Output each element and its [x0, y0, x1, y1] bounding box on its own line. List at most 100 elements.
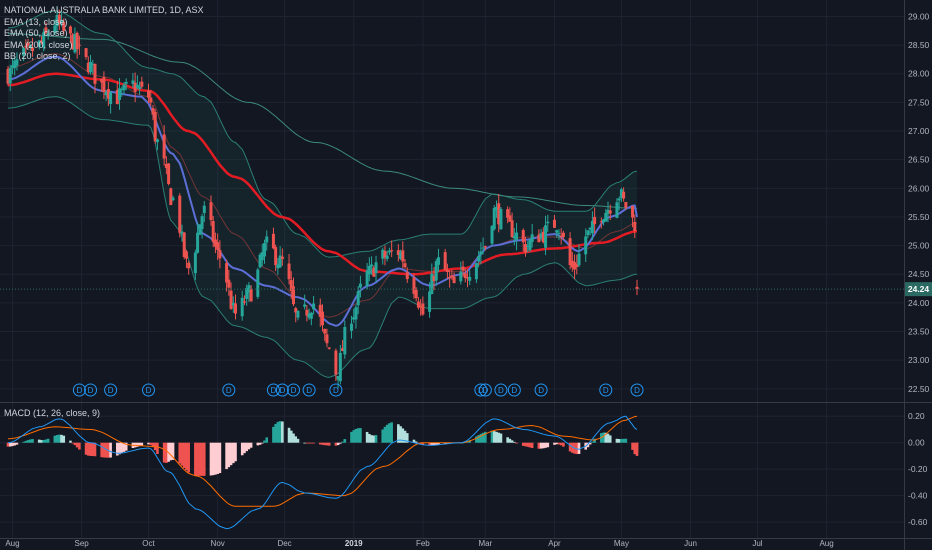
macd-pane[interactable] — [6, 415, 639, 530]
candle[interactable] — [151, 104, 155, 121]
candle-body[interactable] — [312, 303, 316, 310]
candle[interactable] — [231, 296, 235, 313]
candle[interactable] — [294, 306, 298, 323]
candle-body[interactable] — [42, 32, 46, 48]
candle[interactable] — [372, 265, 376, 277]
candle[interactable] — [164, 156, 168, 175]
candle-body[interactable] — [24, 45, 28, 48]
macd-histogram-bar[interactable] — [354, 428, 358, 443]
candle-body[interactable] — [537, 234, 541, 243]
candle-body[interactable] — [198, 224, 202, 235]
candle[interactable] — [62, 18, 66, 35]
candle-body[interactable] — [341, 348, 345, 352]
candle-body[interactable] — [385, 255, 389, 259]
candle[interactable] — [602, 218, 606, 226]
candle[interactable] — [606, 201, 610, 223]
dividend-marker[interactable]: D — [84, 383, 98, 397]
candle[interactable] — [367, 257, 371, 282]
macd-histogram-bar[interactable] — [312, 442, 315, 444]
candle-body[interactable] — [405, 272, 409, 280]
candle-body[interactable] — [231, 302, 235, 306]
macd-histogram-bar[interactable] — [434, 442, 438, 446]
macd-histogram-bar[interactable] — [240, 442, 244, 456]
macd-histogram-bar[interactable] — [165, 442, 168, 463]
candle[interactable] — [383, 245, 387, 266]
macd-histogram-bar[interactable] — [381, 429, 385, 443]
macd-histogram-bar[interactable] — [401, 428, 405, 443]
candle[interactable] — [278, 246, 282, 268]
candle[interactable] — [234, 294, 238, 320]
candle[interactable] — [477, 250, 481, 268]
candle-body[interactable] — [479, 251, 483, 255]
candle-body[interactable] — [494, 206, 498, 211]
candle[interactable] — [593, 207, 597, 234]
candle[interactable] — [187, 260, 191, 275]
macd-histogram-bar[interactable] — [276, 421, 280, 443]
candle[interactable] — [55, 6, 59, 33]
macd-histogram-bar[interactable] — [194, 442, 197, 476]
candle-body[interactable] — [588, 227, 592, 230]
candle[interactable] — [242, 295, 246, 305]
candle-body[interactable] — [432, 275, 436, 281]
candle-body[interactable] — [321, 311, 325, 326]
candle-body[interactable] — [55, 14, 59, 27]
macd-histogram-bar[interactable] — [510, 440, 514, 443]
macd-histogram-bar[interactable] — [104, 442, 108, 458]
candle-body[interactable] — [530, 234, 534, 242]
candle-body[interactable] — [434, 261, 438, 281]
macd-histogram-bar[interactable] — [278, 421, 282, 443]
macd-histogram-bar[interactable] — [214, 442, 217, 475]
macd-histogram-bar[interactable] — [365, 431, 369, 443]
candle[interactable] — [276, 257, 280, 275]
macd-histogram-bar[interactable] — [370, 435, 373, 443]
candle[interactable] — [100, 78, 104, 92]
candle[interactable] — [492, 205, 496, 231]
candle[interactable] — [280, 248, 284, 266]
macd-histogram-bar[interactable] — [247, 442, 251, 450]
candle[interactable] — [370, 256, 374, 275]
candle[interactable] — [419, 298, 423, 316]
macd-histogram-bar[interactable] — [138, 442, 141, 447]
last-price-badge[interactable] — [905, 282, 932, 297]
candle-body[interactable] — [608, 210, 612, 214]
candle-body[interactable] — [619, 189, 623, 198]
candle[interactable] — [10, 58, 14, 75]
candle-body[interactable] — [336, 375, 340, 380]
candle-body[interactable] — [555, 230, 559, 233]
candle-body[interactable] — [225, 263, 229, 283]
candle[interactable] — [68, 25, 72, 42]
candle[interactable] — [523, 236, 527, 257]
dividend-marker[interactable]: D — [222, 383, 236, 397]
candle-body[interactable] — [561, 232, 565, 238]
candle-body[interactable] — [419, 306, 423, 308]
macd-histogram-bar[interactable] — [11, 442, 14, 447]
macd-histogram-bar[interactable] — [198, 442, 202, 476]
candle-body[interactable] — [510, 220, 514, 238]
candle-body[interactable] — [481, 247, 485, 249]
candle-body[interactable] — [559, 235, 563, 237]
candle-body[interactable] — [15, 59, 19, 66]
candle[interactable] — [526, 241, 530, 253]
candle[interactable] — [153, 108, 157, 144]
candle[interactable] — [77, 35, 81, 55]
candle-body[interactable] — [106, 89, 110, 99]
macd-histogram-bar[interactable] — [69, 440, 72, 443]
candle[interactable] — [211, 215, 215, 248]
macd-histogram-bar[interactable] — [388, 423, 391, 443]
candle-body[interactable] — [526, 245, 530, 247]
dividend-marker[interactable]: D — [630, 383, 644, 397]
candle-body[interactable] — [292, 286, 296, 305]
macd-histogram-bar[interactable] — [620, 438, 623, 443]
macd-histogram-bar[interactable] — [42, 439, 45, 443]
macd-histogram-bar[interactable] — [421, 442, 425, 445]
candle-body[interactable] — [234, 303, 238, 314]
candle[interactable] — [512, 228, 516, 246]
candle-body[interactable] — [367, 265, 371, 275]
candle-body[interactable] — [450, 275, 454, 278]
candle[interactable] — [196, 222, 200, 254]
candle[interactable] — [323, 328, 327, 342]
candle-body[interactable] — [477, 255, 481, 262]
macd-histogram-bar[interactable] — [258, 442, 262, 445]
candle[interactable] — [263, 239, 267, 264]
macd-histogram-bar[interactable] — [124, 442, 128, 451]
